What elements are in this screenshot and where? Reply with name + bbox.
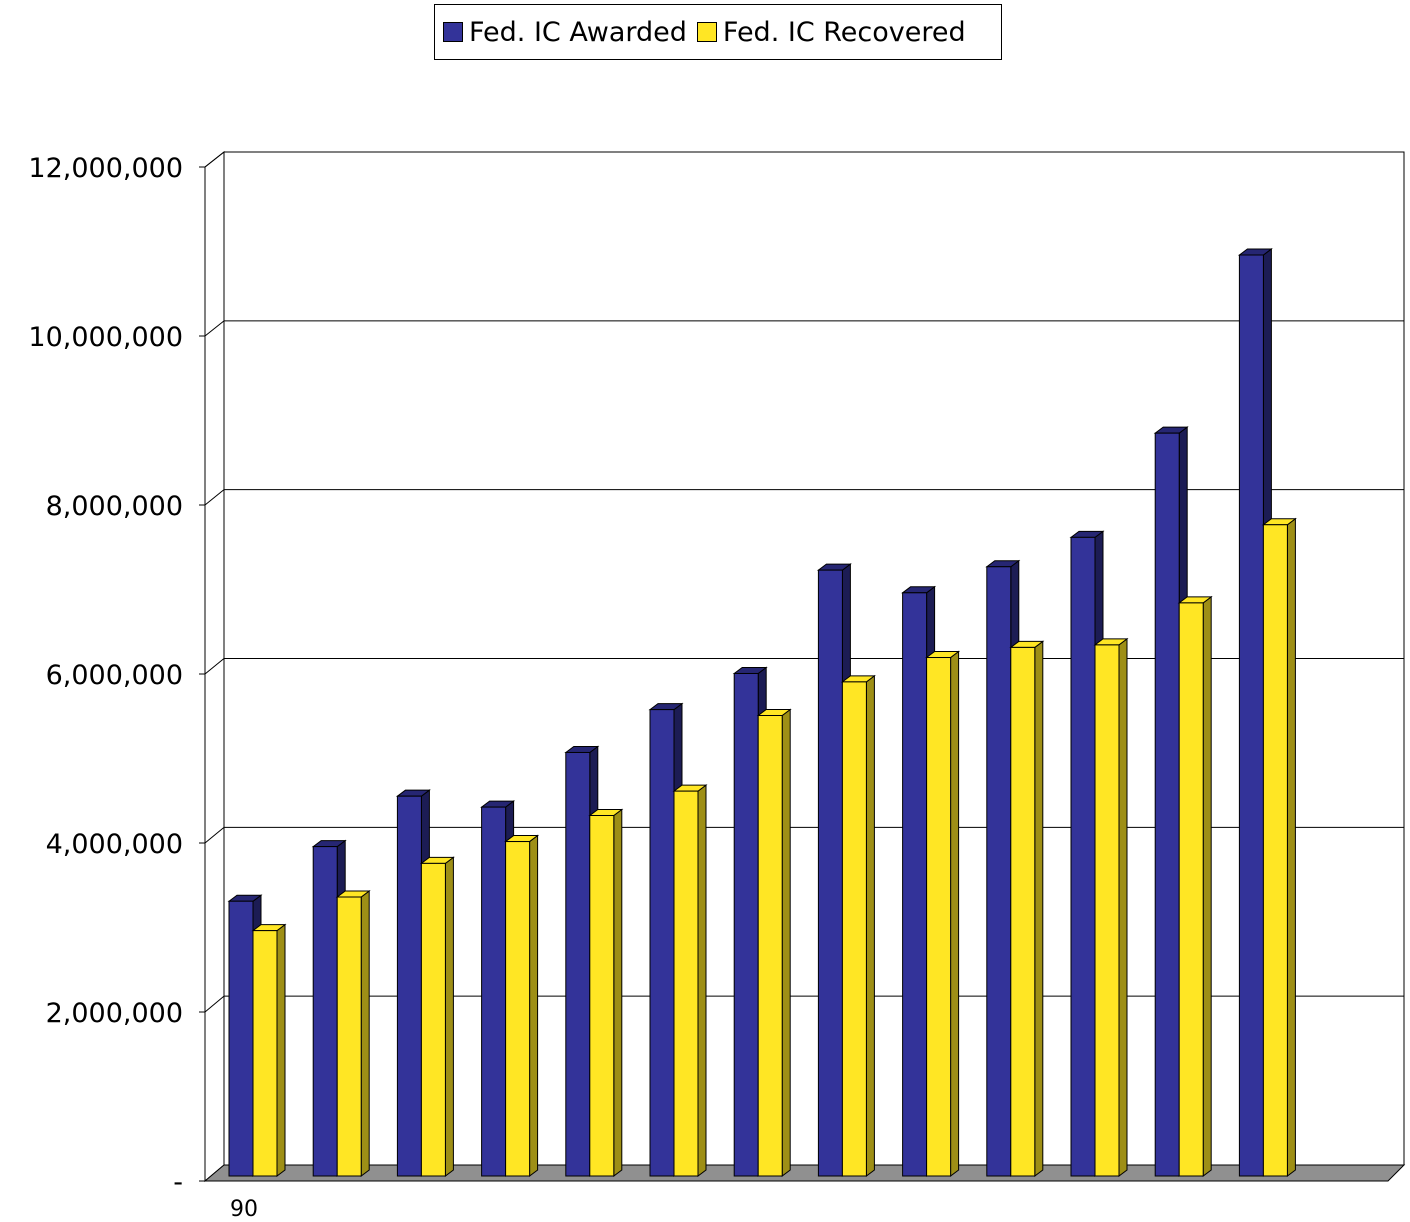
gridline-side — [204, 151, 225, 168]
bar-front — [420, 862, 446, 1177]
bar-front — [1178, 602, 1204, 1177]
legend-item-awarded: Fed. IC Awarded — [443, 17, 687, 48]
x-axis-labels: 90 — [230, 1197, 258, 1222]
legend: Fed. IC Awarded Fed. IC Recovered — [434, 4, 1002, 60]
gridline-side — [204, 995, 225, 1013]
bar-front — [986, 566, 1012, 1177]
bar-front — [1070, 536, 1096, 1177]
legend-item-recovered: Fed. IC Recovered — [696, 16, 966, 48]
bar-side — [1286, 517, 1296, 1177]
bar-front — [396, 795, 422, 1177]
y-tick-label: 10,000,000 — [28, 322, 183, 353]
bar-side — [1202, 595, 1212, 1177]
bar-front — [1154, 432, 1180, 1177]
bar-front — [757, 715, 783, 1177]
bar-side — [781, 708, 791, 1177]
bar-front — [649, 709, 675, 1177]
bar-front — [817, 569, 843, 1177]
y-axis-ticks: - 2,000,000 4,000,000 6,000,000 8,000,000 10,… — [28, 153, 205, 1198]
bar-side — [613, 808, 623, 1177]
bar-recovered — [251, 923, 287, 1177]
bars — [227, 248, 1297, 1178]
gridline-side — [204, 320, 225, 337]
y-tick-label: 6,000,000 — [46, 660, 183, 691]
chart-walls — [203, 150, 1406, 1183]
bar-front — [733, 672, 759, 1177]
bar-front — [841, 681, 867, 1177]
bar-side — [950, 650, 960, 1177]
bar-front — [252, 930, 278, 1177]
bar-recovered — [756, 708, 792, 1177]
bar-front — [481, 806, 507, 1177]
y-tick-label: - — [173, 1167, 183, 1198]
bar-side — [276, 923, 286, 1177]
bar-front — [312, 846, 338, 1177]
gridline-side — [204, 658, 225, 675]
bar-recovered — [1261, 517, 1297, 1177]
legend-label-awarded: Fed. IC Awarded — [469, 16, 687, 48]
y-tick-label: 2,000,000 — [46, 998, 183, 1029]
y-tick-label: 12,000,000 — [28, 153, 183, 184]
bar-recovered — [840, 674, 876, 1177]
bar-front — [902, 592, 928, 1177]
bar-front — [228, 900, 254, 1177]
bar-front — [673, 790, 699, 1177]
bar-recovered — [1177, 595, 1213, 1177]
bar-recovered — [419, 856, 455, 1177]
floor — [203, 1164, 1406, 1182]
x-tick-label: 90 — [230, 1197, 258, 1222]
gridline-side — [204, 489, 225, 506]
bar-recovered — [925, 650, 961, 1177]
bar-front — [505, 841, 531, 1177]
legend-label-recovered: Fed. IC Recovered — [722, 16, 966, 48]
bar-side — [444, 856, 454, 1177]
bar-side — [360, 890, 370, 1177]
bar-front — [1262, 524, 1288, 1177]
bar-front — [589, 814, 615, 1177]
bar-front — [926, 657, 952, 1177]
bar-side — [865, 674, 875, 1177]
bar-front — [336, 896, 362, 1177]
bar-recovered — [504, 834, 540, 1177]
bar-recovered — [1093, 637, 1129, 1177]
bar-front — [1238, 254, 1264, 1177]
bar-recovered — [335, 890, 371, 1177]
bar-front — [1010, 646, 1036, 1177]
gridline-side — [204, 826, 225, 844]
legend-swatch-awarded — [443, 22, 463, 42]
y-tick-label: 4,000,000 — [46, 829, 183, 860]
bar-side — [1034, 640, 1044, 1177]
bar-side — [697, 784, 707, 1177]
legend-swatch-recovered — [696, 22, 717, 42]
bar-front — [1094, 644, 1120, 1177]
bar-recovered — [672, 784, 708, 1177]
bar-recovered — [588, 808, 624, 1177]
y-tick-label: 8,000,000 — [46, 491, 183, 522]
bar-front — [565, 751, 591, 1177]
bar-side — [1118, 637, 1128, 1177]
bar-recovered — [1009, 640, 1045, 1177]
bar-side — [529, 834, 539, 1177]
